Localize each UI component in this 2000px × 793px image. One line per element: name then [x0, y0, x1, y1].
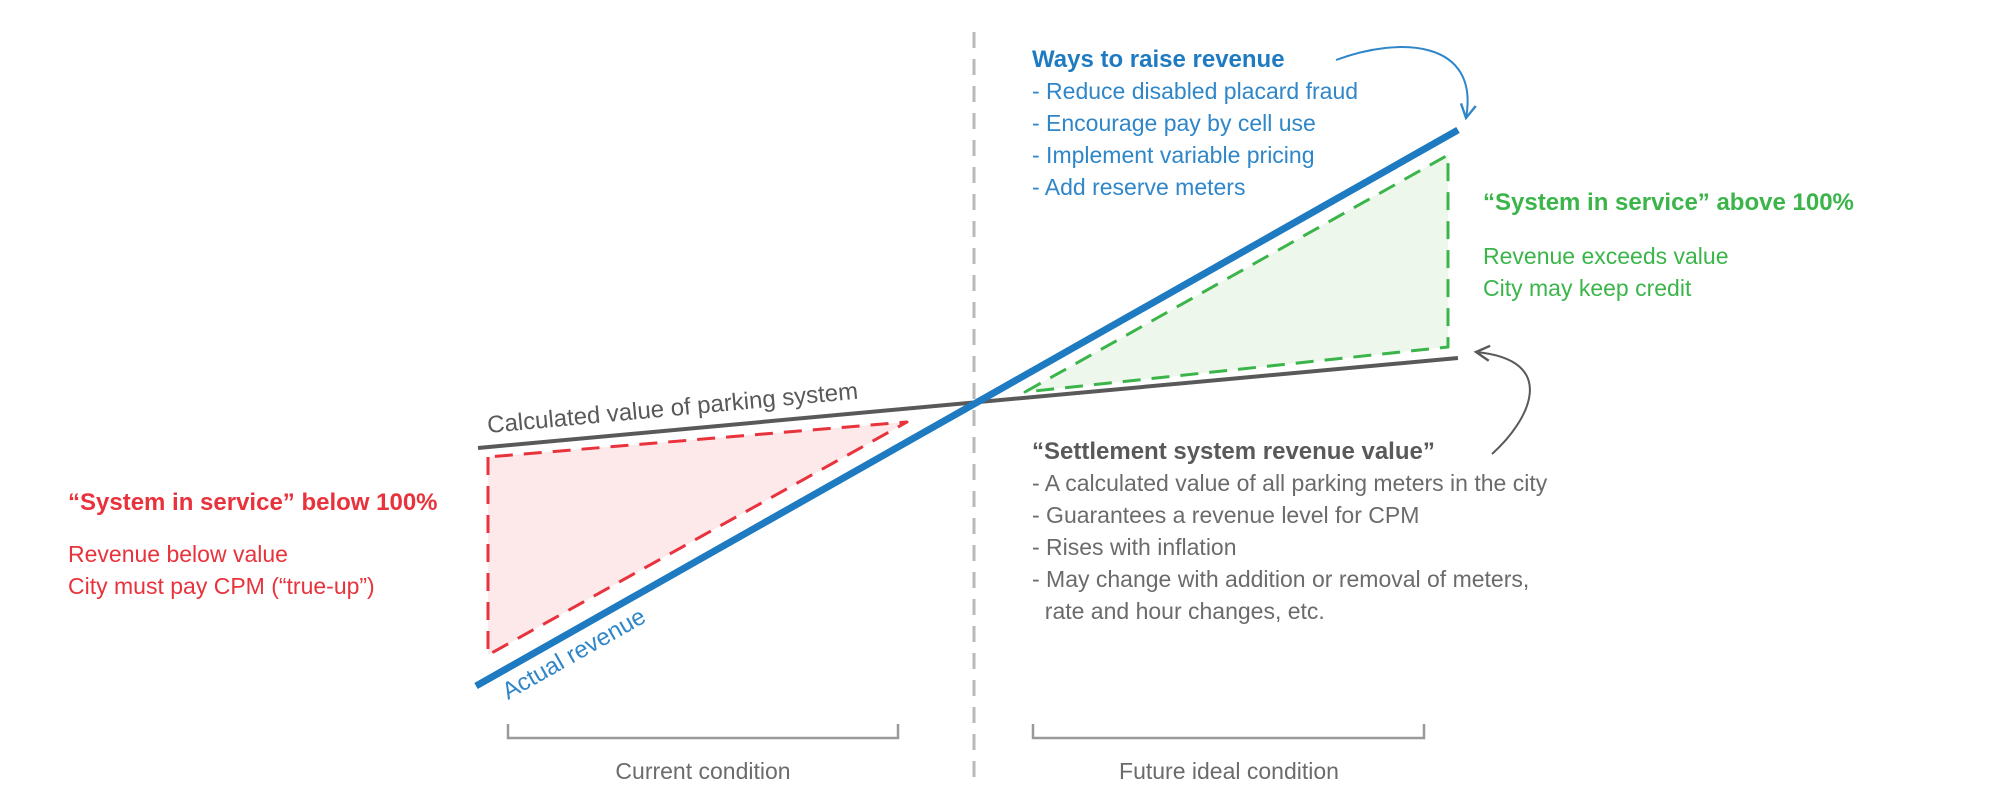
settlement-item: - May change with addition or removal of…	[1032, 566, 1529, 592]
settlement-item: rate and hour changes, etc.	[1032, 598, 1325, 624]
raise-arrow	[1335, 46, 1477, 121]
deficit-region	[486, 420, 909, 657]
actual-revenue-line	[474, 126, 1460, 690]
future-condition-bracket	[1031, 724, 1426, 740]
above-line-1: Revenue exceeds value	[1483, 243, 1729, 269]
raise-item: - Encourage pay by cell use	[1032, 110, 1316, 136]
current-condition-bracket	[506, 724, 900, 740]
raise-item: - Implement variable pricing	[1032, 142, 1315, 168]
below-title: “System in service” below 100%	[68, 489, 438, 516]
below-line-1: Revenue below value	[68, 541, 288, 567]
future-condition-label: Future ideal condition	[1119, 758, 1339, 784]
calculated-value-line	[477, 356, 1459, 450]
above-title: “System in service” above 100%	[1483, 189, 1854, 216]
settlement-title: “Settlement system revenue value”	[1032, 438, 1435, 465]
raise-item: - Add reserve meters	[1032, 174, 1245, 200]
settlement-item: - Rises with inflation	[1032, 534, 1237, 560]
settlement-item: - Guarantees a revenue level for CPM	[1032, 502, 1419, 528]
surplus-region	[1023, 153, 1450, 394]
settlement-item: - A calculated value of all parking mete…	[1032, 470, 1548, 496]
raise-item: - Reduce disabled placard fraud	[1032, 78, 1358, 104]
raise-title: Ways to raise revenue	[1032, 46, 1285, 73]
settlement-arrow	[1473, 344, 1531, 455]
below-line-2: City must pay CPM (“true-up”)	[68, 573, 375, 599]
current-condition-label: Current condition	[615, 758, 790, 784]
above-line-2: City may keep credit	[1483, 275, 1692, 301]
